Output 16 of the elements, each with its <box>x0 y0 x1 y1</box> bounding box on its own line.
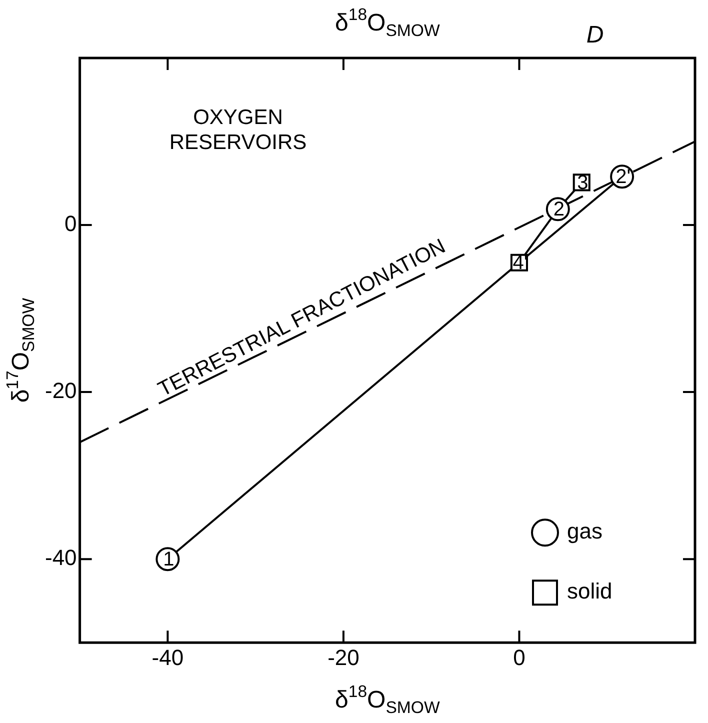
annotation: 4' <box>512 252 528 274</box>
x-tick-label: 0 <box>513 644 526 670</box>
annotation: 2' <box>616 166 631 188</box>
annotation: 1 <box>163 548 174 571</box>
legend-label: solid <box>567 578 612 604</box>
y-tick-label: -20 <box>45 378 77 404</box>
text: D <box>586 22 604 49</box>
annotation: 3 <box>577 172 588 194</box>
annotation: 2 <box>553 198 564 221</box>
x-tick-label: -20 <box>328 644 360 670</box>
legend-label: gas <box>567 518 602 544</box>
y-tick-label: -40 <box>45 545 77 570</box>
y-tick-label: 0 <box>64 211 77 236</box>
x-tick-label: -40 <box>152 644 184 670</box>
y-axis-title: δ17OSMOW <box>3 298 38 403</box>
annotation: OXYGEN RESERVOIRS <box>169 106 307 154</box>
